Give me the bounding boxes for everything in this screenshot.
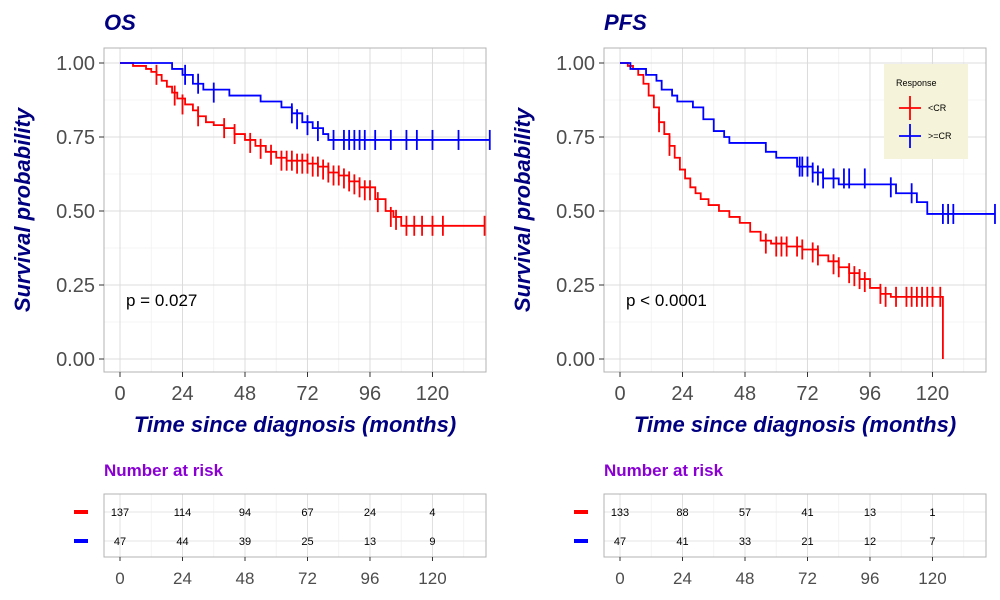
- y-tick-label: 0.00: [56, 349, 95, 371]
- legend-title: Response: [896, 78, 937, 88]
- plot-border: [603, 47, 987, 373]
- survival-curve-less-cr: [120, 62, 485, 227]
- legend-label: >=CR: [928, 131, 952, 141]
- risk-x-tick-label: 72: [798, 569, 817, 588]
- risk-x-tick-label: 48: [736, 569, 755, 588]
- risk-count: 57: [739, 507, 751, 519]
- x-tick-label: 0: [614, 383, 625, 405]
- x-axis-title: Time since diagnosis (months): [134, 412, 456, 437]
- legend-label: <CR: [928, 103, 947, 113]
- risk-count: 13: [364, 536, 376, 548]
- risk-count: 12: [864, 536, 876, 548]
- risk-count: 7: [929, 536, 935, 548]
- risk-count: 114: [174, 507, 192, 519]
- risk-count: 39: [239, 536, 251, 548]
- risk-count: 1: [929, 507, 935, 519]
- risk-count: 41: [801, 507, 813, 519]
- y-axis-title: Survival probability: [10, 106, 35, 312]
- risk-x-tick-label: 120: [918, 569, 946, 588]
- risk-count: 67: [301, 507, 313, 519]
- x-tick-label: 0: [114, 383, 125, 405]
- risk-x-tick-label: 0: [115, 569, 124, 588]
- risk-row-marker-ge-cr: [574, 539, 588, 543]
- x-axis-title: Time since diagnosis (months): [634, 412, 956, 437]
- risk-count: 13: [864, 507, 876, 519]
- risk-count: 33: [739, 536, 751, 548]
- risk-count: 41: [676, 536, 688, 548]
- p-value: p = 0.027: [126, 291, 197, 310]
- risk-x-tick-label: 72: [298, 569, 317, 588]
- x-tick-label: 120: [416, 383, 449, 405]
- risk-x-tick-label: 0: [615, 569, 624, 588]
- x-tick-label: 120: [916, 383, 949, 405]
- risk-x-tick-label: 24: [673, 569, 692, 588]
- risk-count: 47: [614, 536, 626, 548]
- x-tick-label: 24: [671, 383, 693, 405]
- risk-count: 4: [429, 507, 435, 519]
- risk-table: Number at risk 133 88 57 41 13 1 47 41 33 21 12 7 0 24…: [574, 461, 987, 588]
- y-axis-title: Survival probability: [510, 106, 535, 312]
- risk-table-border: [603, 493, 987, 558]
- risk-x-tick-label: 120: [418, 569, 446, 588]
- series-ge-cr: [620, 62, 996, 224]
- risk-count: 137: [111, 507, 129, 519]
- risk-count: 9: [429, 536, 435, 548]
- x-tick-label: 48: [234, 383, 256, 405]
- legend-box: [884, 64, 968, 159]
- risk-count: 25: [301, 536, 313, 548]
- risk-table-title: Number at risk: [604, 461, 724, 480]
- series-ge-cr: [120, 62, 491, 150]
- y-tick-label: 0.50: [56, 201, 95, 223]
- panel-os: OS 0.00 0.25 0.50 0.75 1.00 0 24 48 72 96 120 Time s…: [10, 10, 491, 588]
- risk-count: 133: [611, 507, 629, 519]
- y-tick-label: 0.00: [556, 349, 595, 371]
- y-tick-label: 1.00: [556, 53, 595, 75]
- y-tick-label: 0.25: [56, 275, 95, 297]
- risk-count: 24: [364, 507, 376, 519]
- x-tick-label: 96: [359, 383, 381, 405]
- risk-count: 47: [114, 536, 126, 548]
- risk-x-tick-label: 96: [861, 569, 880, 588]
- y-tick-label: 1.00: [56, 53, 95, 75]
- risk-count: 88: [676, 507, 688, 519]
- x-tick-label: 96: [859, 383, 881, 405]
- risk-table: Number at risk 137 114 94 67 24 4 47 44 39 25 13 9 0 2…: [74, 461, 487, 588]
- risk-table-title: Number at risk: [104, 461, 224, 480]
- risk-x-tick-label: 96: [361, 569, 380, 588]
- risk-row-marker-less-cr: [74, 510, 88, 514]
- risk-row-marker-less-cr: [574, 510, 588, 514]
- x-tick-label: 72: [296, 383, 318, 405]
- risk-count: 44: [176, 536, 188, 548]
- risk-x-tick-label: 48: [236, 569, 255, 588]
- p-value: p < 0.0001: [626, 291, 707, 310]
- risk-row-marker-ge-cr: [74, 539, 88, 543]
- plot-border: [103, 47, 487, 373]
- panel-title: OS: [104, 10, 136, 35]
- risk-x-tick-label: 24: [173, 569, 192, 588]
- x-tick-label: 48: [734, 383, 756, 405]
- legend: Response <CR >=CR: [884, 64, 968, 159]
- y-tick-label: 0.25: [556, 275, 595, 297]
- plot-grid: [104, 48, 486, 372]
- risk-table-border: [103, 493, 487, 558]
- risk-count: 94: [239, 507, 251, 519]
- risk-count: 21: [801, 536, 813, 548]
- y-tick-label: 0.50: [556, 201, 595, 223]
- panel-title: PFS: [604, 10, 647, 35]
- series-less-cr: [620, 62, 944, 359]
- x-tick-label: 72: [796, 383, 818, 405]
- y-tick-label: 0.75: [556, 127, 595, 149]
- y-tick-label: 0.75: [56, 127, 95, 149]
- x-tick-label: 24: [171, 383, 193, 405]
- series-less-cr: [120, 62, 486, 236]
